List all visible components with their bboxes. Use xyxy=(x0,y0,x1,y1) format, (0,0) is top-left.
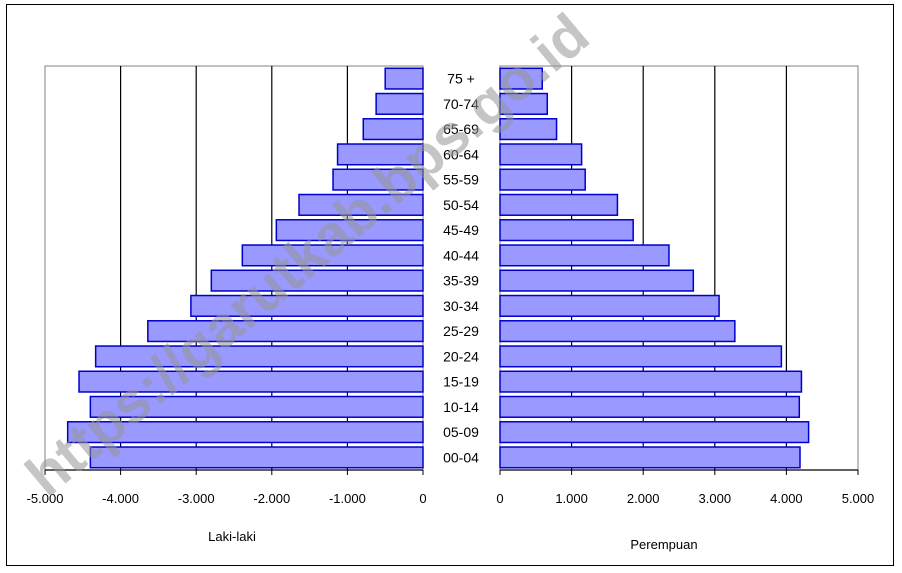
right-bar-15-19 xyxy=(499,370,803,393)
left-bar-75 xyxy=(384,67,424,90)
age-group-labels: 00-04 05-09 10-14 15-19 20-24 25-29 30-34 35-39… xyxy=(443,71,479,466)
left-bar-35-39 xyxy=(210,269,424,292)
age-group-label: 05-09 xyxy=(443,424,479,440)
right-tick-label: 2.000 xyxy=(627,491,660,506)
left-bar-00-04 xyxy=(89,446,424,469)
left-tick-label: 0 xyxy=(419,491,426,506)
age-group-label: 60-64 xyxy=(443,146,479,162)
left-bar-15-19 xyxy=(78,370,424,393)
right-tick-label: 1.000 xyxy=(555,491,588,506)
left-bar-50-54 xyxy=(298,193,424,216)
age-group-label: 55-59 xyxy=(443,172,479,188)
right-bar-10-14 xyxy=(499,395,801,418)
right-bar-60-64 xyxy=(499,143,583,166)
left-bar-10-14 xyxy=(89,395,424,418)
age-group-label: 45-49 xyxy=(443,222,479,238)
left-tick-label: -4.000 xyxy=(102,491,139,506)
age-group-label: 65-69 xyxy=(443,121,479,137)
left-bar-45-49 xyxy=(275,219,424,242)
age-group-label: 35-39 xyxy=(443,273,479,289)
left-tick-label: -3.000 xyxy=(178,491,215,506)
left-bar-70-74 xyxy=(375,92,424,115)
age-group-label: 10-14 xyxy=(443,399,479,415)
left-bar-55-59 xyxy=(332,168,424,191)
left-bar-25-29 xyxy=(147,320,424,343)
left-plot-area: -5.000 -4.000 -3.000 -2.000 -1.000 0 xyxy=(27,65,427,506)
left-tick-label: -2.000 xyxy=(253,491,290,506)
right-bar-75 xyxy=(499,67,543,90)
left-tick-label: -5.000 xyxy=(27,491,64,506)
right-bar-35-39 xyxy=(499,269,695,292)
age-group-label: 25-29 xyxy=(443,323,479,339)
age-group-label: 50-54 xyxy=(443,197,479,213)
right-bar-65-69 xyxy=(499,118,558,141)
right-bar-05-09 xyxy=(499,421,810,444)
right-bar-70-74 xyxy=(499,92,549,115)
left-axis-label: Laki-laki xyxy=(208,529,256,544)
age-group-label: 20-24 xyxy=(443,348,479,364)
right-tick-label: 0 xyxy=(496,491,503,506)
left-bar-65-69 xyxy=(362,118,424,141)
left-bar-40-44 xyxy=(241,244,424,267)
left-bar-05-09 xyxy=(66,421,424,444)
age-group-label: 30-34 xyxy=(443,298,479,314)
left-bar-20-24 xyxy=(94,345,424,368)
right-bar-55-59 xyxy=(499,168,586,191)
right-plot-area: 0 1.000 2.000 3.000 4.000 5.000 xyxy=(496,65,875,506)
right-bar-00-04 xyxy=(499,446,801,469)
right-bar-20-24 xyxy=(499,345,783,368)
left-tick-label: -1.000 xyxy=(329,491,366,506)
age-group-label: 70-74 xyxy=(443,96,479,112)
left-bar-30-34 xyxy=(190,294,424,317)
right-bar-40-44 xyxy=(499,244,670,267)
age-group-label: 75 + xyxy=(447,71,475,87)
left-bar-60-64 xyxy=(336,143,424,166)
right-bar-25-29 xyxy=(499,320,736,343)
age-group-label: 15-19 xyxy=(443,374,479,390)
chart-frame xyxy=(6,4,894,566)
right-tick-label: 3.000 xyxy=(699,491,732,506)
right-axis-label: Perempuan xyxy=(630,537,697,552)
right-bar-30-34 xyxy=(499,294,720,317)
right-tick-label: 4.000 xyxy=(770,491,803,506)
right-bar-50-54 xyxy=(499,193,619,216)
age-group-label: 40-44 xyxy=(443,247,479,263)
age-group-label: 00-04 xyxy=(443,449,479,465)
right-bar-45-49 xyxy=(499,219,634,242)
right-tick-label: 5.000 xyxy=(842,491,875,506)
